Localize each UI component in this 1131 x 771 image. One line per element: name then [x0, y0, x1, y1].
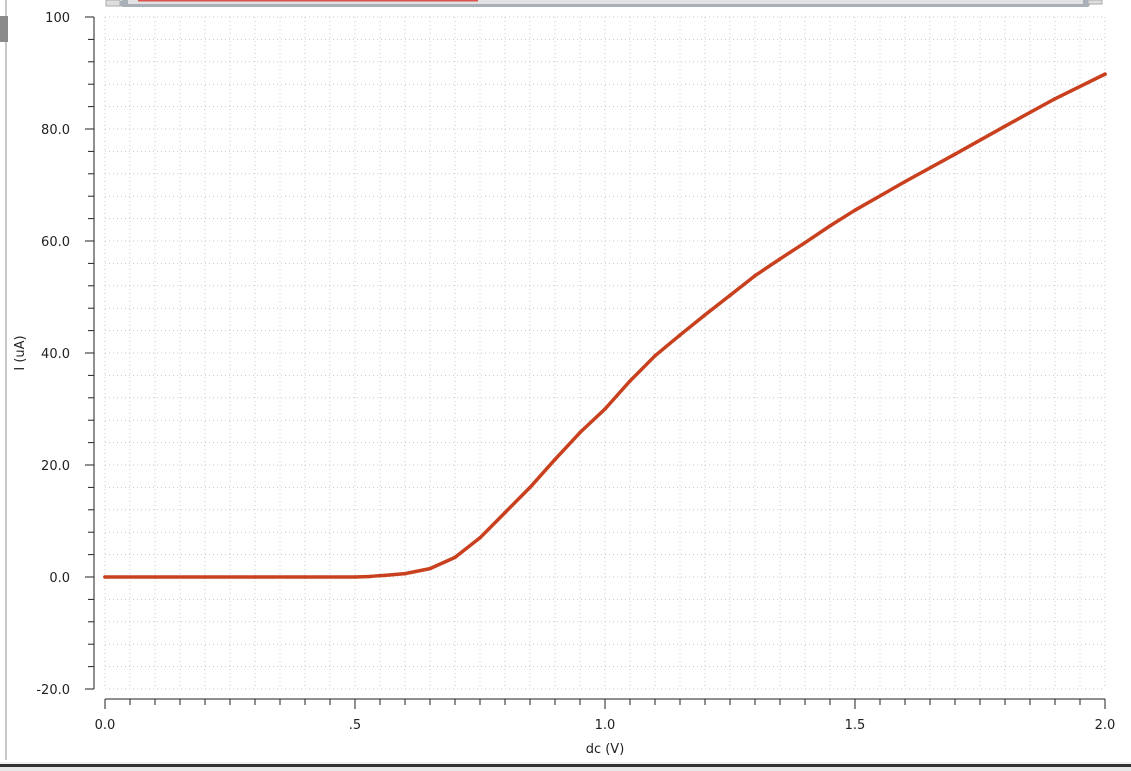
top-scroll-right-cap[interactable]: [1087, 0, 1103, 5]
top-scroll-marker: [138, 0, 478, 2]
bottom-border: [0, 764, 1131, 767]
data-point: [103, 575, 107, 579]
data-point: [628, 379, 632, 383]
data-point: [703, 313, 707, 317]
data-point: [828, 224, 832, 228]
data-point: [1053, 96, 1057, 101]
y-tick-label: 0.0: [49, 571, 70, 586]
y-axis-label: I (uA): [13, 335, 28, 370]
data-point: [653, 354, 657, 358]
data-point: [953, 152, 957, 156]
data-point: [728, 293, 732, 298]
data-point: [203, 575, 207, 579]
data-point: [428, 566, 432, 571]
data-point: [303, 575, 307, 579]
left-scroll-thumb[interactable]: [0, 16, 8, 42]
data-point: [403, 571, 407, 576]
data-point: [528, 485, 532, 490]
top-scroll-thumb[interactable]: [128, 0, 1083, 4]
data-point: [478, 536, 482, 540]
data-point: [553, 457, 557, 462]
data-point: [368, 574, 372, 579]
data-point: [1103, 72, 1107, 76]
y-tick-label: 100: [45, 11, 70, 26]
tick-labels: 0.0 .5 1.0 1.5 2.0 -20.0 0.0 20.0 40.0 60.0 80.0 10…: [36, 11, 1115, 733]
data-point: [778, 257, 782, 261]
series-line: [103, 72, 1107, 579]
data-point: [1003, 124, 1007, 128]
data-point: [678, 333, 682, 337]
series: [103, 72, 1107, 579]
data-point: [578, 430, 582, 435]
status-strip: [0, 767, 1131, 771]
x-axis-label: dc (V): [586, 742, 625, 757]
y-tick-label: 40.0: [41, 347, 70, 362]
axes: [85, 16, 1106, 709]
data-point: [353, 575, 357, 579]
data-point: [253, 575, 257, 579]
data-point: [453, 555, 457, 560]
x-tick-label: 2.0: [1095, 718, 1116, 733]
data-point: [603, 407, 607, 411]
data-point: [503, 510, 507, 515]
left-border: [5, 0, 7, 760]
x-tick-label: 1.0: [595, 718, 616, 733]
top-scroll-left-cap[interactable]: [105, 0, 121, 7]
data-point: [153, 575, 157, 579]
data-point: [853, 208, 857, 212]
data-point: [753, 273, 757, 278]
x-tick-label: 0.0: [95, 718, 116, 733]
data-point: [383, 573, 387, 578]
y-tick-label: 80.0: [41, 123, 70, 138]
grid: [104, 16, 1106, 690]
y-tick-label: 60.0: [41, 235, 70, 250]
data-point: [803, 240, 807, 245]
bottom-separator: [0, 762, 1131, 764]
y-tick-label: 20.0: [41, 459, 70, 474]
x-tick-label: .5: [349, 718, 361, 733]
y-tick-label: -20.0: [36, 683, 70, 698]
data-point: [903, 179, 907, 184]
x-tick-label: 1.5: [845, 718, 866, 733]
